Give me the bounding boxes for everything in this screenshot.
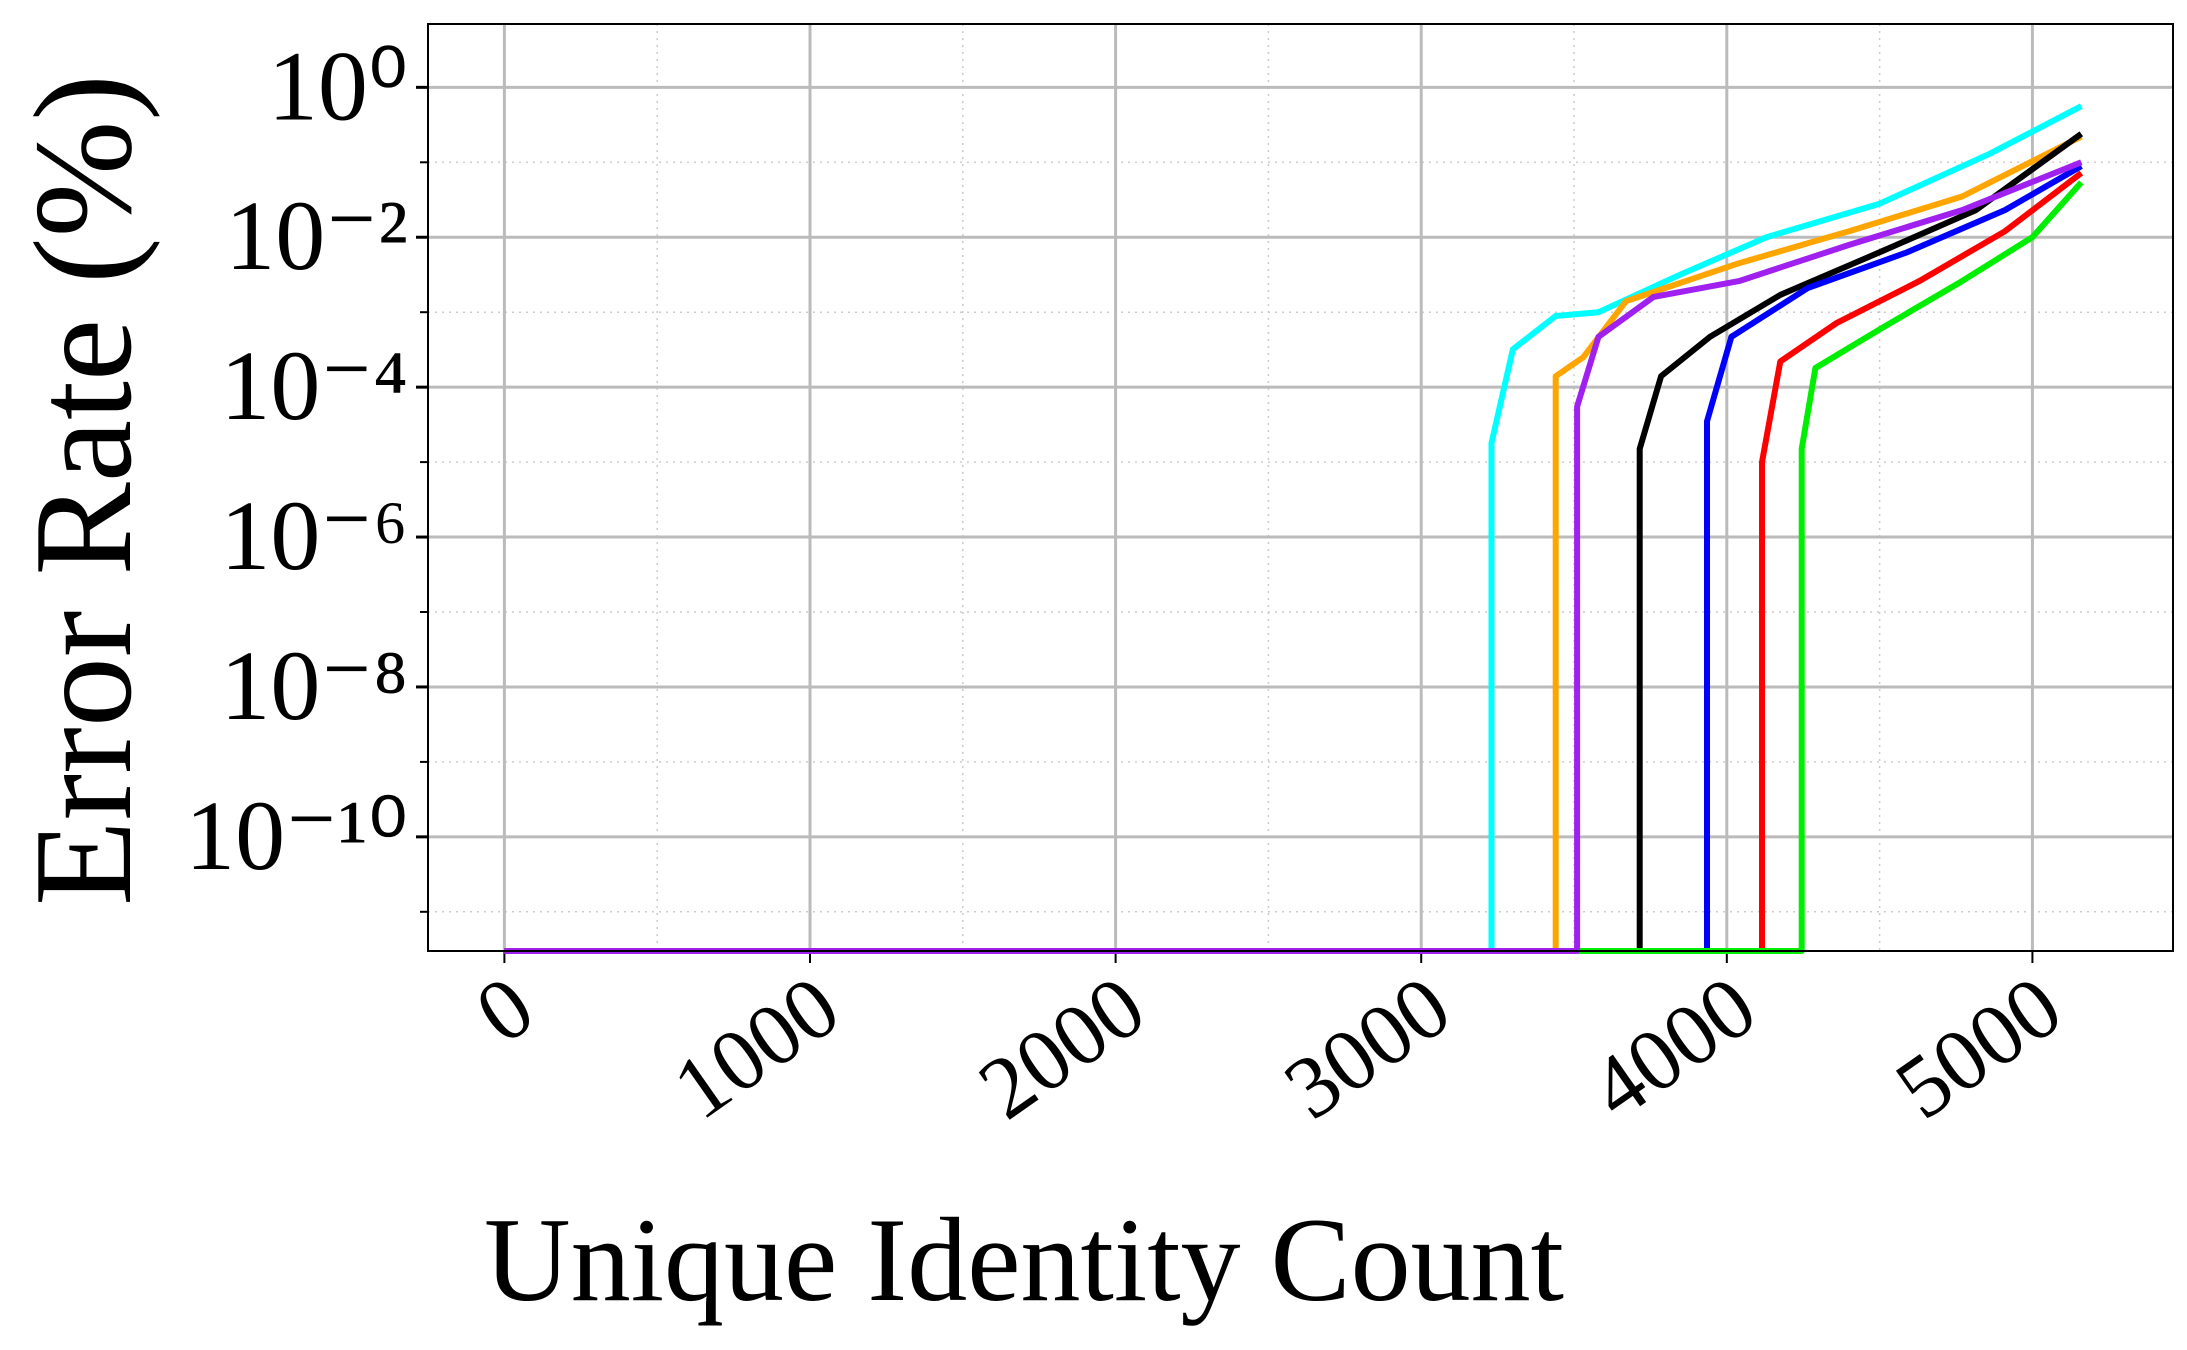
y-tick-label: 10⁻² (225, 180, 408, 291)
x-axis-label: Unique Identity Count (484, 1193, 1564, 1326)
y-tick-label: 10⁰ (268, 30, 408, 141)
series-line (504, 159, 2083, 954)
x-tick-label: 1000 (657, 958, 857, 1138)
x-tick-label: 2000 (962, 958, 1162, 1138)
x-tick-label: 5000 (1879, 958, 2079, 1138)
y-axis-label: Error Rate (%) (6, 74, 161, 906)
plot-frame (427, 23, 2174, 952)
y-tick-label: 10⁻¹⁰ (185, 780, 408, 891)
x-tick-label: 3000 (1268, 958, 1468, 1138)
series-line (504, 163, 2083, 954)
y-tick-label: 10⁻⁴ (220, 330, 408, 441)
x-tick-label: 0 (459, 958, 551, 1063)
series-line (504, 103, 2083, 954)
y-tick-label: 10⁻⁸ (220, 630, 408, 741)
series-line (504, 170, 2084, 954)
series-line (504, 133, 2083, 954)
y-tick-label: 10⁻⁶ (220, 480, 408, 591)
x-tick-label: 4000 (1573, 958, 1773, 1138)
series-line (504, 180, 2084, 954)
series-line (504, 131, 2084, 954)
